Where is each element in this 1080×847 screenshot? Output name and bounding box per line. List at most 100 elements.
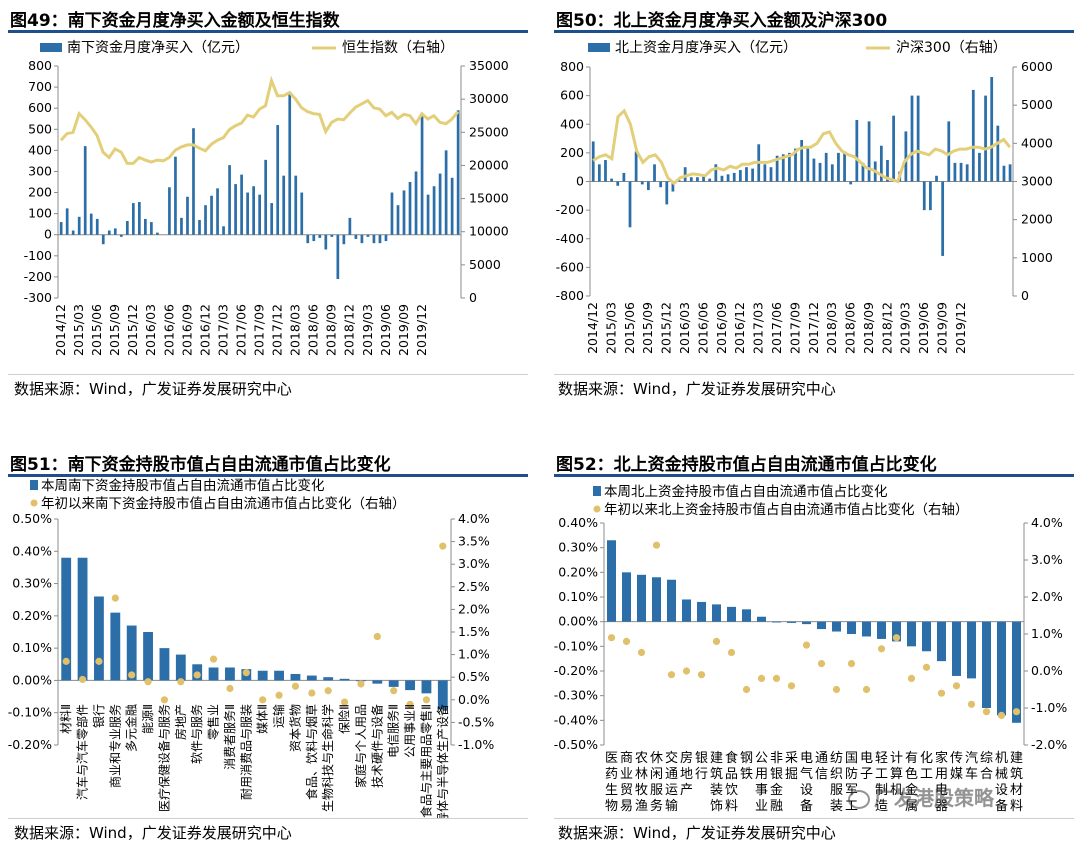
- y-tick-label-left: -200: [556, 202, 584, 217]
- bar: [659, 181, 663, 188]
- ytd-dot: [907, 674, 916, 682]
- bar: [306, 234, 310, 244]
- x-tick-label: 2017/12: [806, 302, 821, 354]
- bar: [892, 621, 901, 642]
- ytd-dot: [406, 700, 414, 708]
- bar: [696, 177, 699, 182]
- x-tick-label: 2016/03: [677, 302, 692, 354]
- bar: [274, 670, 284, 681]
- y-tick-label-right: 6000: [1021, 59, 1053, 74]
- bar: [402, 190, 406, 235]
- legend-line-label: 沪深300（右轴）: [896, 40, 1007, 56]
- bar: [144, 218, 147, 235]
- bar: [941, 181, 945, 256]
- category-label: 采掘: [785, 751, 798, 782]
- bar: [378, 234, 382, 244]
- chart-title: 图52：北上资金持股市值占自由流通市值占比变化: [556, 455, 937, 475]
- bar: [282, 175, 286, 235]
- y-tick-label-left: 300: [28, 163, 52, 178]
- chart-fig52: 本周北上资金持股市值占自由流通市值占比变化年初以来北上资金持股市值占自由流通市值…: [554, 483, 1068, 814]
- category-label: 银行: [92, 704, 106, 728]
- category-label: 耐用消费品与服装: [239, 704, 253, 800]
- category-label: 多元金融: [124, 704, 139, 752]
- x-tick-label: 2016/03: [143, 304, 158, 356]
- bar: [89, 213, 93, 235]
- bar: [432, 186, 436, 235]
- x-tick-label: 2019/12: [953, 302, 968, 354]
- ytd-dot: [847, 660, 856, 668]
- bar: [258, 194, 262, 235]
- y-tick-label-right: 5000: [469, 257, 501, 272]
- bar: [405, 680, 415, 691]
- chart-fig49: 南下资金月度净买入（亿元） 恒生指数（右轴） -300 -200 -100 0 100 200…: [24, 40, 509, 356]
- bar: [390, 192, 394, 235]
- bar: [794, 148, 797, 182]
- bar: [168, 187, 171, 235]
- category-label: 交通运输: [665, 750, 678, 814]
- x-tick-label: 2016/06: [161, 304, 176, 356]
- ytd-dot: [952, 682, 961, 690]
- y-tick-label-right: 0.0%: [458, 692, 490, 707]
- title-underline: [8, 30, 528, 33]
- source-divider: [554, 374, 1074, 375]
- bar: [788, 152, 791, 182]
- x-tick-label: 2018/09: [861, 302, 876, 354]
- y-tick-label-right: 20000: [469, 157, 509, 172]
- x-tick-label: 2017/03: [215, 304, 230, 356]
- bar: [708, 178, 712, 182]
- bar: [812, 158, 816, 182]
- x-tick-label: 2019/12: [414, 304, 429, 356]
- y-tick-label-right: 1.0%: [458, 647, 490, 662]
- bar: [682, 599, 691, 622]
- ytd-dot: [697, 671, 706, 679]
- category-label: 电信服务Ⅱ: [386, 704, 401, 758]
- ytd-dot: [622, 637, 631, 645]
- ytd-dot: [802, 641, 811, 649]
- index-line: [59, 75, 460, 165]
- category-label: 商业贸易: [620, 751, 633, 814]
- y-tick-label-right: 1.0%: [1031, 626, 1063, 641]
- bar: [772, 621, 781, 623]
- bar: [396, 205, 400, 235]
- y-tick-label-right: 3000: [1021, 174, 1053, 189]
- y-tick-label-left: 800: [28, 58, 52, 73]
- bar: [806, 147, 810, 182]
- bar: [916, 95, 920, 182]
- ytd-dot: [275, 691, 283, 699]
- y-tick-label-right: 0: [469, 290, 477, 305]
- bar: [738, 170, 742, 182]
- y-tick-label-right: -0.5%: [458, 714, 494, 729]
- x-tick-label: 2015/12: [659, 302, 674, 354]
- y-tick-label-right: 2.0%: [1031, 589, 1063, 604]
- legend-dot-swatch: [593, 505, 601, 513]
- bar: [622, 172, 626, 182]
- x-tick-label: 2014/12: [585, 302, 600, 354]
- bar: [622, 572, 631, 622]
- watermark-text: 广发港股策略: [874, 786, 994, 810]
- x-tick-label: 2015/06: [622, 302, 637, 354]
- bar: [637, 574, 646, 622]
- bar: [800, 139, 804, 182]
- ytd-dot: [373, 632, 381, 641]
- source-note: 数据来源：Wind，广发证券发展研究中心: [558, 824, 836, 842]
- bar: [781, 154, 785, 182]
- bar: [757, 616, 766, 622]
- bar: [907, 621, 916, 647]
- watermark: 广发港股策略: [848, 782, 994, 811]
- x-tick-label: 2015/03: [603, 302, 618, 354]
- y-tick-label-left: 0: [44, 227, 52, 242]
- ytd-dot: [817, 660, 826, 668]
- bar: [290, 673, 301, 681]
- bar: [360, 234, 364, 244]
- bar: [438, 173, 442, 235]
- x-tick-label: 2017/09: [252, 304, 267, 356]
- bar: [180, 217, 183, 235]
- bar: [604, 160, 607, 182]
- bar: [837, 152, 840, 182]
- bar: [324, 234, 328, 250]
- title-underline: [554, 30, 1074, 33]
- category-label: 媒体Ⅱ: [256, 704, 270, 734]
- bar: [849, 181, 853, 185]
- ytd-dot: [357, 680, 365, 688]
- y-tick-label-left: 0: [576, 174, 584, 189]
